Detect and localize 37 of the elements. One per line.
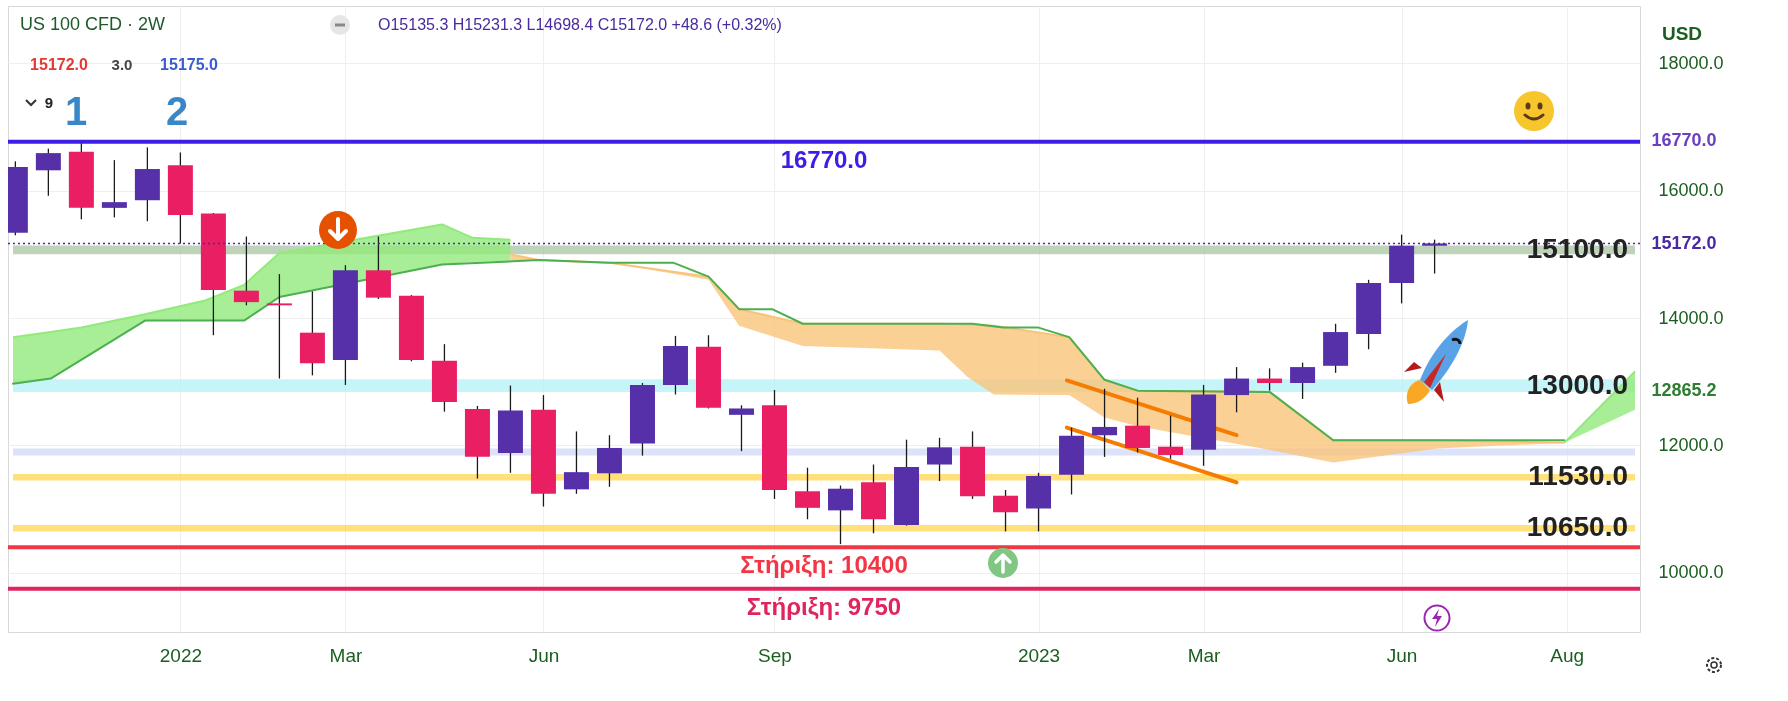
band-label: 10650.0	[1526, 511, 1628, 543]
y-tick-label: 10000.0	[1658, 562, 1724, 583]
x-tick-label: 2023	[1017, 644, 1061, 666]
y-tick-label: 18000.0	[1658, 52, 1724, 73]
ref-line-label: 16770.0	[780, 145, 868, 173]
chart-title: US 100 CFD · 2W	[20, 14, 166, 34]
band-label: 11530.0	[1528, 460, 1628, 492]
text: 15172.0	[1651, 233, 1717, 253]
band-label: 15100.0	[1526, 232, 1628, 264]
annotation: 15175.0	[160, 56, 219, 73]
x-tick-label: Aug	[1550, 644, 1585, 666]
annotation: 2	[165, 89, 189, 133]
x-tick-label: Jun	[528, 644, 560, 666]
text: USD	[1661, 23, 1703, 44]
candlestick	[1158, 414, 1184, 460]
x-tick-label: Mar	[1187, 644, 1222, 666]
candlestick	[1257, 367, 1283, 392]
x-tick-label: Jun	[1386, 644, 1418, 666]
candlestick	[266, 273, 292, 380]
candlestick	[728, 404, 754, 452]
x-tick-label: Mar	[329, 644, 363, 666]
ref-line-label: Στήριξη: 10400	[740, 551, 908, 579]
text: 12865.2	[1651, 380, 1717, 400]
candlestick	[1092, 388, 1118, 458]
x-tick-label: 2022	[159, 644, 203, 666]
x-tick-label: Sep	[758, 644, 792, 666]
text: O15135.3 H15231.3 L14698.4 C15172.0 +48.6 (+0.32%)	[378, 16, 782, 33]
candlestick	[101, 159, 127, 219]
y-tick-label: 14000.0	[1658, 307, 1724, 328]
annotation: 3.0	[111, 56, 133, 73]
annotation: 15172.0	[30, 56, 89, 73]
y-tick-label: 12000.0	[1658, 434, 1724, 455]
annotation: 1	[64, 89, 88, 133]
text: 16770.0	[1651, 130, 1717, 150]
annotation: 9	[44, 94, 54, 111]
y-tick-label: 16000.0	[1658, 180, 1724, 201]
ref-line-label: Στήριξη: 9750	[746, 592, 902, 620]
